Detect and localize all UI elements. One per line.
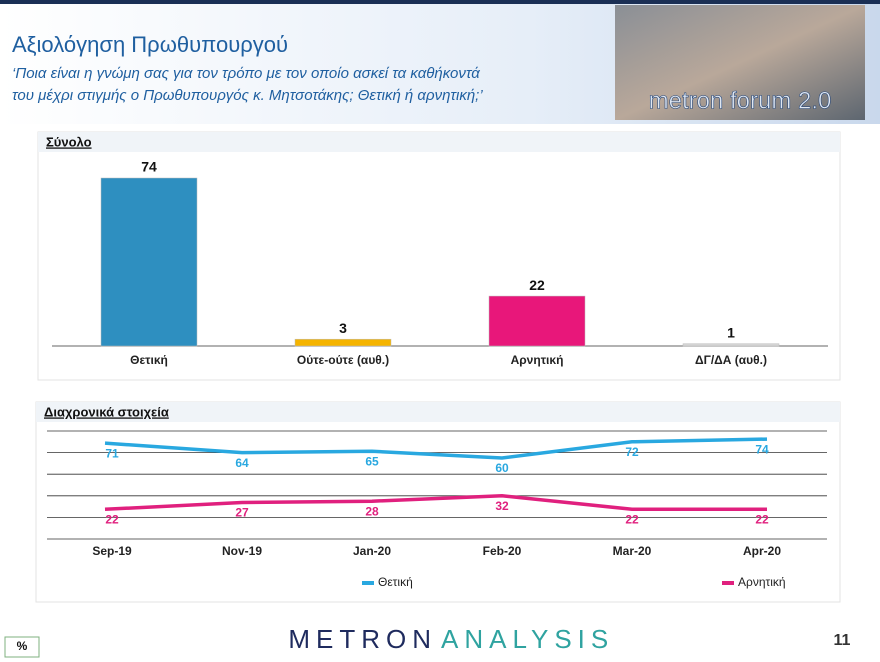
brand: METRON xyxy=(288,624,437,654)
bar xyxy=(682,343,780,347)
panel-title: Σύνολο xyxy=(46,134,92,149)
subtitle: του μέχρι στιγμής ο Πρωθυπουργός κ. Μητσ… xyxy=(12,87,483,104)
x-tick-label: ΔΓ/ΔΑ (αυθ.) xyxy=(695,353,767,367)
x-tick-label: Θετική xyxy=(130,353,168,367)
data-label: 65 xyxy=(365,454,379,468)
panel xyxy=(35,401,841,603)
panel-bar xyxy=(36,402,840,422)
badge-text: % xyxy=(17,639,28,653)
data-label: 1 xyxy=(727,324,735,340)
data-label: 74 xyxy=(755,442,769,456)
bar xyxy=(100,177,198,347)
logo-text: metron forum 2.0 xyxy=(649,87,832,114)
line xyxy=(104,437,768,460)
x-tick-label: Mar-20 xyxy=(613,544,652,558)
data-label: 3 xyxy=(339,320,347,336)
panel-title: Διαχρονικά στοιχεία xyxy=(44,404,169,419)
bar xyxy=(294,338,392,347)
data-label: 22 xyxy=(625,512,639,526)
data-label: 22 xyxy=(105,512,119,526)
x-tick-label: Feb-20 xyxy=(483,544,522,558)
x-tick-label: Sep-19 xyxy=(92,544,132,558)
x-tick-label: Nov-19 xyxy=(222,544,262,558)
data-label: 32 xyxy=(495,499,509,513)
data-label: 74 xyxy=(141,159,157,175)
legend-label: Αρνητική xyxy=(738,575,786,589)
badge xyxy=(4,636,40,658)
top-strip xyxy=(0,0,880,4)
slide-title: Αξιολόγηση Πρωθυπουργού xyxy=(12,32,288,57)
data-label: 72 xyxy=(625,445,639,459)
line xyxy=(104,494,767,512)
data-label: 71 xyxy=(105,446,119,460)
subtitle: ‘Ποια είναι η γνώμη σας για τον τρόπο με… xyxy=(12,65,480,82)
x-tick-label: Ούτε-ούτε (αυθ.) xyxy=(297,353,389,367)
data-label: 28 xyxy=(365,504,379,518)
x-tick-label: Apr-20 xyxy=(743,544,781,558)
legend-label: Θετική xyxy=(378,575,413,589)
data-label: 22 xyxy=(529,277,545,293)
data-label: 22 xyxy=(755,512,769,526)
data-label: 60 xyxy=(495,461,509,475)
bar xyxy=(488,295,586,347)
data-label: 27 xyxy=(235,506,249,520)
x-tick-label: Jan-20 xyxy=(353,544,391,558)
brand: ANALYSIS xyxy=(441,624,614,654)
page-number: 11 xyxy=(834,632,851,649)
x-tick-label: Αρνητική xyxy=(511,353,564,367)
logo-image xyxy=(615,5,865,120)
panel-bar xyxy=(38,132,840,152)
data-label: 64 xyxy=(235,456,249,470)
